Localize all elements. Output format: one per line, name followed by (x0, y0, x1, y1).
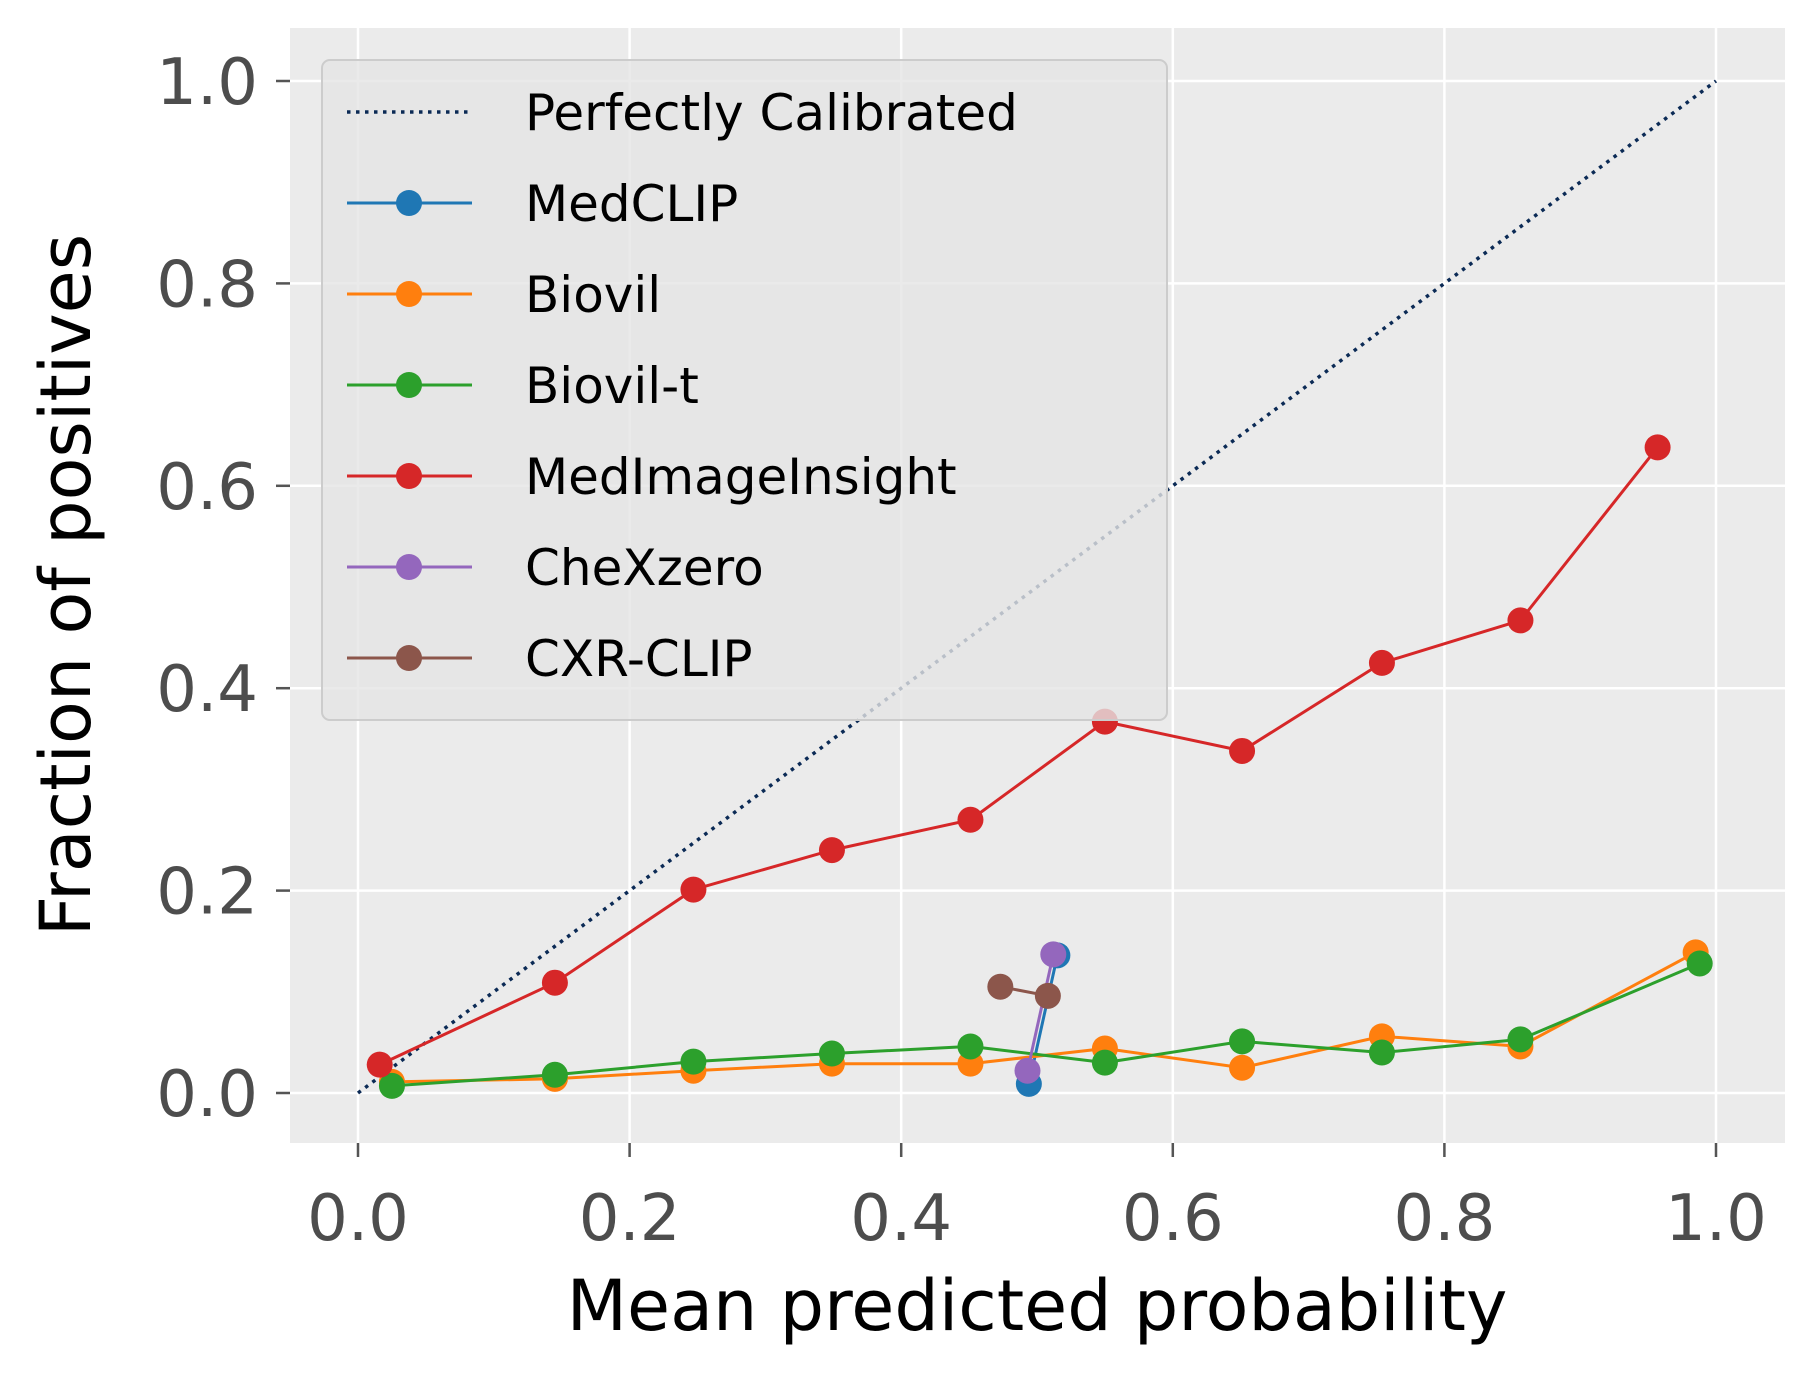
data-point-chexzero (1040, 941, 1067, 968)
y-tick-label: 1.0 (156, 46, 258, 120)
series-line-biovil (391, 950, 1697, 1084)
data-point-biovil-t (1507, 1026, 1534, 1053)
data-point-medimageinsight (1644, 434, 1671, 461)
x-tick-label: 0.8 (1394, 1182, 1496, 1256)
series-line-medimageinsight (379, 446, 1659, 1067)
legend-label-medimageinsight: MedImageInsight (525, 448, 957, 506)
x-tick-label: 0.4 (850, 1182, 952, 1256)
legend-box (321, 59, 1168, 721)
legend-marker-biovil-t (396, 372, 422, 398)
data-point-medimageinsight (366, 1051, 393, 1078)
x-axis-title: Mean predicted probability (567, 1265, 1508, 1347)
legend-marker-biovil (396, 281, 422, 307)
x-tick-label: 0.0 (307, 1182, 409, 1256)
data-point-cxr-clip (987, 973, 1014, 1000)
data-point-cxr-clip (1034, 982, 1061, 1009)
y-tick-label: 0.6 (156, 451, 258, 525)
data-point-medimageinsight (1368, 649, 1395, 676)
axis-ticks: 0.0 0.2 0.4 0.6 0.8 1.0 0.0 0.2 0.4 0.6 0.8 1.0 (156, 46, 1767, 1256)
legend-label-chexzero: CheXzero (525, 539, 764, 597)
series-cxr-clip (987, 973, 1061, 1009)
data-point-medimageinsight (957, 806, 984, 833)
data-point-medimageinsight (1507, 607, 1534, 634)
legend-marker-cxr-clip (396, 645, 422, 671)
series-group (366, 434, 1713, 1099)
legend-label-medclip: MedCLIP (525, 175, 738, 233)
y-axis-title: Fraction of positives (25, 234, 107, 936)
y-tick-label: 0.8 (156, 248, 258, 322)
data-point-biovil-t (1686, 950, 1713, 977)
data-point-medimageinsight (541, 969, 568, 996)
legend-label-biovil: Biovil (525, 266, 661, 324)
data-point-medimageinsight (1229, 737, 1256, 764)
series-medimageinsight (366, 434, 1671, 1078)
series-chexzero (1014, 941, 1067, 1084)
legend-marker-medclip (396, 190, 422, 216)
data-point-medimageinsight (818, 837, 845, 864)
y-tick-label: 0.4 (156, 653, 258, 727)
y-tick-label: 0.2 (156, 856, 258, 930)
series-line-chexzero (1026, 954, 1055, 1072)
legend-label-perfectly-calibrated: Perfectly Calibrated (525, 84, 1018, 142)
data-point-biovil (1229, 1054, 1256, 1081)
legend-label-biovil-t: Biovil-t (525, 357, 699, 415)
series-line-biovil-t (391, 962, 1701, 1088)
series-biovil-t (378, 950, 1713, 1099)
data-point-medimageinsight (680, 876, 707, 903)
legend-label-cxr-clip: CXR-CLIP (525, 630, 753, 688)
x-tick-label: 1.0 (1665, 1182, 1767, 1256)
x-tick-label: 0.6 (1122, 1182, 1224, 1256)
y-tick-label: 0.0 (156, 1058, 258, 1132)
data-point-biovil-t (378, 1072, 405, 1099)
legend: Perfectly Calibrated MedCLIP Biovil Biovil-… (321, 59, 1168, 721)
x-tick-label: 0.2 (579, 1182, 681, 1256)
data-point-biovil-t (1229, 1028, 1256, 1055)
data-point-chexzero (1014, 1057, 1041, 1084)
legend-marker-chexzero (396, 554, 422, 580)
data-point-biovil-t (541, 1061, 568, 1088)
data-point-biovil-t (1368, 1039, 1395, 1066)
data-point-biovil-t (957, 1033, 984, 1060)
data-point-biovil-t (680, 1048, 707, 1075)
data-point-biovil-t (818, 1040, 845, 1067)
legend-marker-medimageinsight (396, 463, 422, 489)
data-point-biovil-t (1091, 1049, 1118, 1076)
